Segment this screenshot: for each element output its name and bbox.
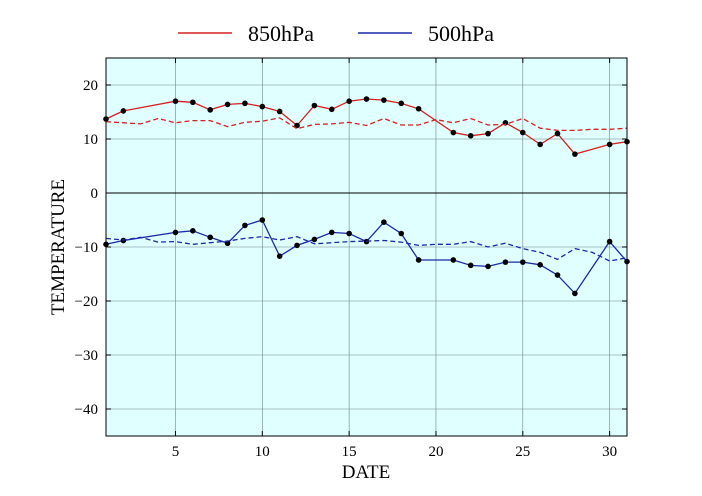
y-tick-label: 20 [83, 78, 98, 94]
legend-label-850hpa: 850hPa [248, 21, 314, 46]
data-point [120, 108, 127, 114]
data-point [259, 217, 266, 223]
data-point [606, 141, 613, 148]
data-point [554, 130, 561, 137]
data-point [242, 100, 248, 107]
data-point [276, 253, 283, 259]
data-point [381, 97, 387, 103]
data-point [328, 229, 335, 236]
x-tick-label: 5 [172, 444, 180, 460]
data-point [398, 100, 405, 107]
x-tick-label: 20 [428, 444, 443, 460]
data-point [450, 129, 457, 136]
data-point [207, 234, 213, 241]
data-point [520, 129, 526, 136]
data-point [346, 230, 352, 237]
data-point [381, 219, 387, 225]
y-tick-label: −10 [75, 240, 98, 256]
data-point [259, 103, 266, 110]
data-point [311, 102, 318, 109]
data-point [346, 98, 352, 104]
y-axis-title: TEMPERATURE [48, 179, 69, 315]
data-point [537, 262, 543, 268]
data-point [606, 238, 613, 245]
data-point [415, 105, 422, 112]
data-point [485, 263, 491, 270]
y-tick-label: −30 [75, 348, 98, 364]
data-point [398, 230, 405, 237]
x-tick-label: 15 [342, 444, 357, 460]
x-tick-label: 25 [515, 444, 530, 460]
x-tick-label: 10 [255, 444, 270, 460]
data-point [450, 257, 457, 263]
data-point [467, 132, 474, 139]
data-point [554, 272, 561, 278]
data-point [172, 229, 179, 236]
data-point [485, 130, 491, 137]
data-point [363, 96, 370, 102]
legend: 850hPa 500hPa [178, 21, 494, 46]
data-point [311, 236, 318, 243]
data-point [172, 98, 179, 104]
data-point [294, 242, 300, 249]
y-tick-label: −20 [75, 294, 98, 310]
data-point [276, 108, 283, 115]
data-point [572, 290, 578, 297]
data-point [190, 228, 196, 234]
data-point [572, 151, 578, 157]
y-tick-label: 10 [83, 132, 98, 148]
y-tick-labels: −40 −30 −20 −10 0 10 20 [75, 78, 98, 418]
series-3 [105, 236, 628, 262]
data-point [328, 106, 335, 113]
series-0 [103, 96, 630, 157]
dashed-series-line [105, 236, 628, 262]
series-layer [103, 96, 630, 297]
x-tick-label: 30 [602, 444, 617, 460]
data-point [242, 222, 248, 229]
data-point [294, 122, 300, 129]
data-point [190, 99, 196, 106]
data-point [537, 141, 543, 148]
series-1 [105, 117, 628, 132]
data-point [224, 101, 231, 108]
tick-marks [106, 58, 627, 436]
data-point [415, 257, 422, 263]
data-point [520, 259, 526, 265]
x-axis-title: DATE [342, 462, 391, 483]
y-tick-label: −40 [75, 402, 98, 418]
data-point [502, 259, 509, 265]
dashed-series-line [105, 117, 628, 132]
legend-label-500hpa: 500hPa [428, 21, 494, 46]
data-point [207, 107, 213, 113]
data-point [467, 262, 474, 269]
x-tick-labels: 5 10 15 20 25 30 [172, 444, 617, 460]
y-tick-label: 0 [91, 186, 99, 202]
